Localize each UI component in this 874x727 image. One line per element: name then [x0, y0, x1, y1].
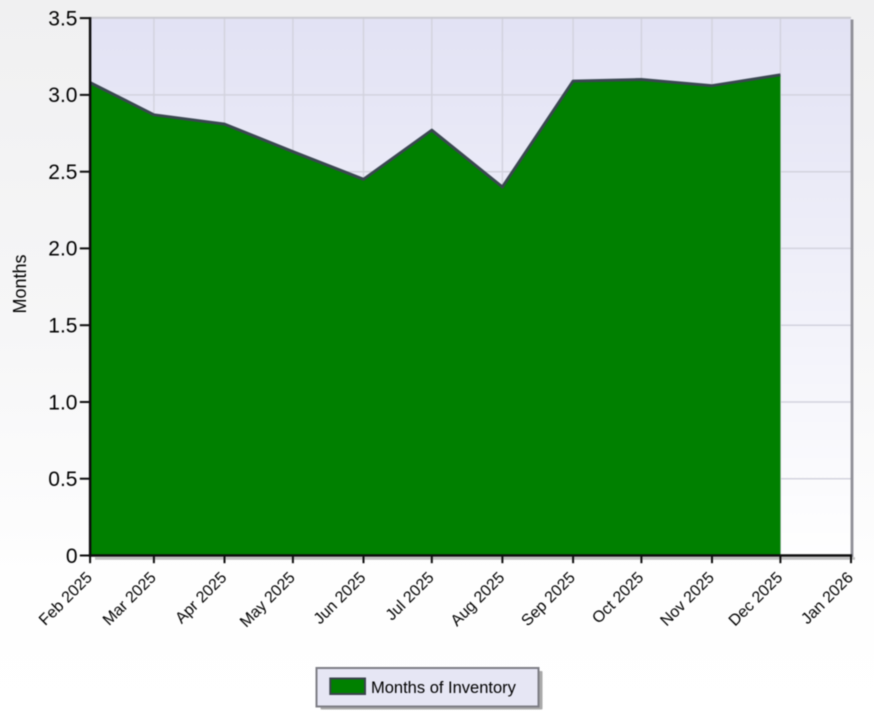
svg-text:0.5: 0.5: [48, 468, 77, 491]
svg-text:Oct 2025: Oct 2025: [589, 569, 647, 627]
svg-text:Feb 2025: Feb 2025: [36, 569, 96, 629]
svg-text:Dec 2025: Dec 2025: [726, 569, 787, 630]
svg-text:Months: Months: [10, 254, 30, 313]
svg-text:Jan 2026: Jan 2026: [798, 569, 857, 628]
svg-text:Mar 2025: Mar 2025: [100, 569, 160, 629]
svg-text:1.5: 1.5: [48, 315, 77, 338]
svg-text:3.5: 3.5: [48, 7, 77, 30]
svg-text:Aug 2025: Aug 2025: [448, 569, 509, 630]
svg-text:0: 0: [66, 545, 78, 568]
svg-text:3.0: 3.0: [48, 84, 77, 107]
svg-text:Jun 2025: Jun 2025: [311, 569, 370, 628]
svg-text:2.0: 2.0: [48, 238, 77, 261]
svg-text:Months of Inventory: Months of Inventory: [371, 679, 517, 697]
svg-text:Nov 2025: Nov 2025: [657, 569, 718, 630]
svg-text:Sep 2025: Sep 2025: [518, 569, 579, 630]
svg-text:Jul 2025: Jul 2025: [383, 569, 438, 624]
svg-text:2.5: 2.5: [48, 161, 77, 184]
svg-text:Apr 2025: Apr 2025: [172, 569, 230, 627]
svg-text:May 2025: May 2025: [237, 569, 299, 631]
svg-text:1.0: 1.0: [48, 391, 77, 414]
